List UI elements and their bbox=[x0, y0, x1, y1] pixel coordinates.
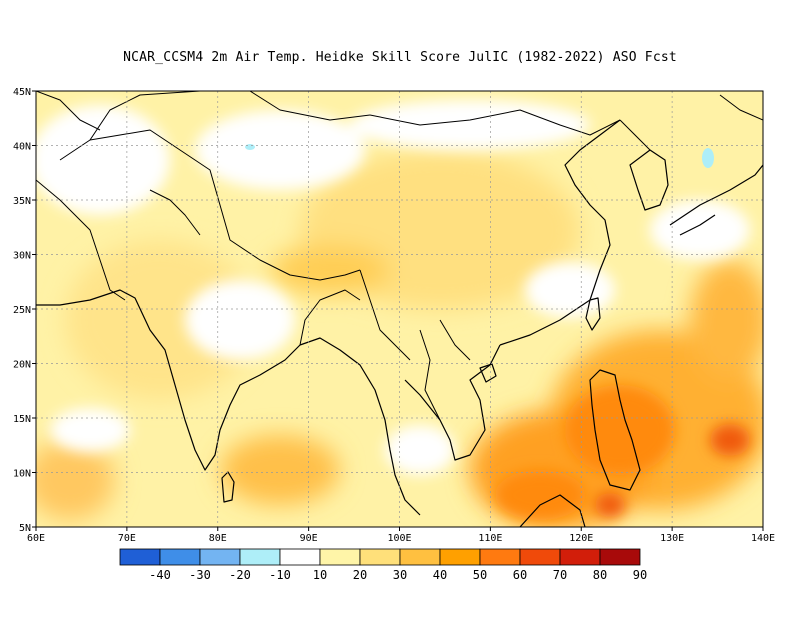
skill-score-field bbox=[36, 91, 763, 527]
lon-tick-label: 140E bbox=[751, 533, 775, 544]
colorbar-swatch bbox=[319, 548, 361, 566]
colorbar-swatch bbox=[519, 548, 561, 566]
colorbar-label: 10 bbox=[313, 568, 327, 582]
colorbar-label: 20 bbox=[353, 568, 367, 582]
graticule-lines bbox=[36, 91, 763, 527]
colorbar-label: 60 bbox=[513, 568, 527, 582]
lat-tick-label: 40N bbox=[13, 142, 31, 153]
colorbar-swatch bbox=[119, 548, 161, 566]
lat-tick-label: 10N bbox=[13, 469, 31, 480]
colorbar-swatch bbox=[599, 548, 641, 566]
colorbar-swatch bbox=[559, 548, 601, 566]
lat-tick-label: 30N bbox=[13, 251, 31, 262]
colorbar-label: -40 bbox=[149, 568, 171, 582]
lon-tick-label: 90E bbox=[300, 533, 318, 544]
colorbar-swatch bbox=[199, 548, 241, 566]
lat-tick-label: 45N bbox=[13, 87, 31, 98]
lat-tick-label: 15N bbox=[13, 414, 31, 425]
colorbar-swatch bbox=[399, 548, 441, 566]
coastline-outlines bbox=[36, 91, 763, 527]
colorbar-swatch bbox=[239, 548, 281, 566]
colorbar-label: -30 bbox=[189, 568, 211, 582]
colorbar-swatch bbox=[159, 548, 201, 566]
colorbar-label: 40 bbox=[433, 568, 447, 582]
colorbar-label: -10 bbox=[269, 568, 291, 582]
colorbar-label: 30 bbox=[393, 568, 407, 582]
lon-tick-label: 100E bbox=[387, 533, 411, 544]
axis-ticks: 60E 70E 80E 90E 100E 110E 120E 130E 140E 5N 10N 15N… bbox=[13, 87, 775, 544]
colorbar-label: -20 bbox=[229, 568, 251, 582]
lat-tick-label: 5N bbox=[19, 523, 31, 534]
colorbar-swatch bbox=[279, 548, 321, 566]
colorbar-label: 70 bbox=[553, 568, 567, 582]
colorbar-label: 50 bbox=[473, 568, 487, 582]
colorbar-label: 90 bbox=[633, 568, 647, 582]
lat-tick-label: 20N bbox=[13, 360, 31, 371]
colorbar-label: 80 bbox=[593, 568, 607, 582]
colorbar-swatch bbox=[479, 548, 521, 566]
colorbar: -40 -30 -20 -10 10 20 30 40 50 60 70 80 90 bbox=[119, 548, 647, 582]
map-title: NCAR_CCSM4 2m Air Temp. Heidke Skill Sco… bbox=[123, 50, 677, 65]
lat-tick-label: 25N bbox=[13, 305, 31, 316]
lon-tick-label: 120E bbox=[569, 533, 593, 544]
lon-tick-label: 110E bbox=[478, 533, 502, 544]
lon-tick-label: 130E bbox=[660, 533, 684, 544]
lon-tick-label: 80E bbox=[209, 533, 227, 544]
colorbar-swatch bbox=[359, 548, 401, 566]
lon-tick-label: 70E bbox=[118, 533, 136, 544]
lon-tick-label: 60E bbox=[27, 533, 45, 544]
lat-tick-label: 35N bbox=[13, 196, 31, 207]
colorbar-swatch bbox=[439, 548, 481, 566]
